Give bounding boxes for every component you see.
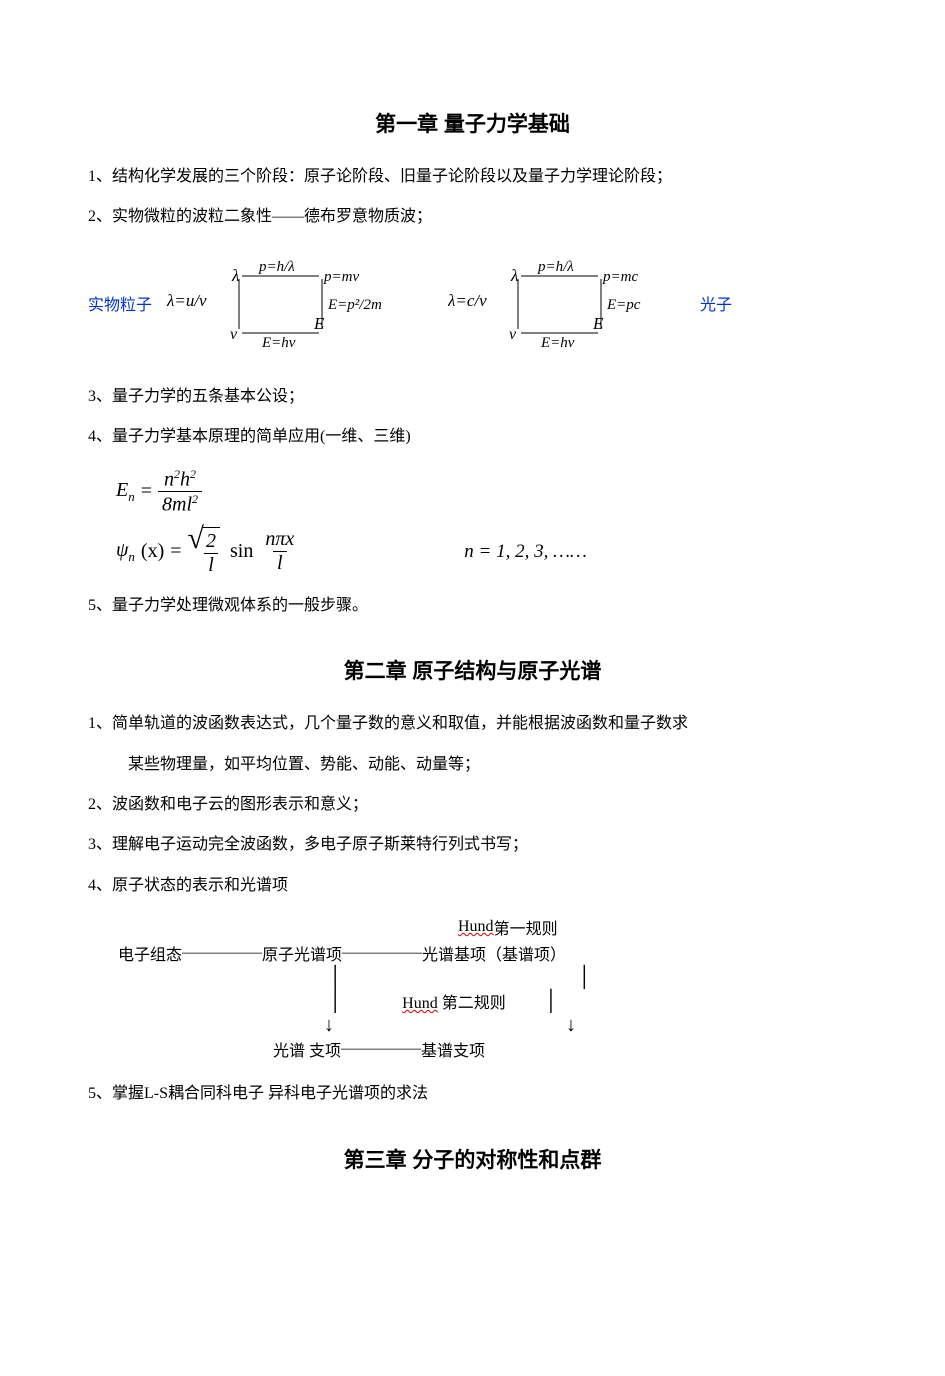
- svg-text:p=h/λ: p=h/λ: [258, 259, 295, 275]
- ch2-item1b: 某些物理量，如平均位置、势能、动能、动量等；: [128, 750, 857, 780]
- page-content: 第一章 量子力学基础 1、结构化学发展的三个阶段：原子论阶段、旧量子论阶段以及量…: [0, 0, 945, 1238]
- eq2-lhs: ψ: [116, 539, 128, 561]
- ch2-item2: 2、波函数和电子云的图形表示和意义；: [88, 790, 857, 820]
- ch1-item1: 1、结构化学发展的三个阶段：原子论阶段、旧量子论阶段以及量子力学理论阶段；: [88, 162, 857, 192]
- hund-rule-2-suffix: 第二规则: [438, 995, 506, 1012]
- svg-text:p=mv: p=mv: [323, 269, 359, 285]
- flow-dash-2: —————: [342, 944, 422, 962]
- energy-equation: En = n2h2 8ml2 ψn (x) = √ 2 l sin: [116, 467, 857, 577]
- eq2-root-den: l: [208, 554, 214, 576]
- svg-text:E=hν: E=hν: [261, 335, 296, 351]
- hund-rule-1-prefix: Hund: [458, 918, 494, 936]
- hund-rule-1-suffix: 第一规则: [494, 915, 558, 939]
- flow-node-sublevel: 光谱 支项: [273, 1037, 341, 1061]
- wave-particle-diagram-row: 实物粒子 λ=u/ν λ p=h/λ p=mv E=p²/2m ν: [88, 251, 857, 356]
- box-diagram-particle: λ=u/ν λ p=h/λ p=mv E=p²/2m ν E=hν: [164, 251, 394, 356]
- svg-text:ν: ν: [509, 326, 517, 343]
- ch1-item2: 2、实物微粒的波粒二象性——德布罗意物质波；: [88, 202, 857, 232]
- arrow-down-icon: │: [328, 967, 342, 987]
- flow-node-term: 原子光谱项: [262, 941, 342, 965]
- svg-text:ν: ν: [230, 326, 238, 343]
- ch2-item3: 3、理解电子运动完全波函数，多电子原子斯莱特行列式书写；: [88, 830, 857, 860]
- ch1-item4: 4、量子力学基本原理的简单应用(一维、三维): [88, 422, 857, 452]
- chapter2-title: 第二章 原子结构与原子光谱: [88, 655, 857, 685]
- ch2-item4: 4、原子状态的表示和光谱项: [88, 871, 857, 901]
- svg-text:E=hν: E=hν: [540, 335, 575, 351]
- ch1-item5: 5、量子力学处理微观体系的一般步骤。: [88, 591, 857, 621]
- flow-node-ground: 光谱基项（基谱项）: [422, 941, 566, 965]
- arrowhead-icon: ↓: [324, 1015, 334, 1035]
- ch1-item3: 3、量子力学的五条基本公设；: [88, 382, 857, 412]
- flow-dash-1: —————: [182, 944, 262, 962]
- svg-text:E: E: [313, 314, 325, 333]
- svg-text:λ: λ: [510, 266, 518, 285]
- label-photon: 光子: [700, 291, 732, 315]
- box1-left-eq: λ=u/ν: [166, 291, 207, 310]
- eq2-sin: sin: [230, 540, 253, 563]
- flow-dash-3: —————: [341, 1040, 421, 1058]
- svg-text:E: E: [592, 314, 604, 333]
- box-diagram-photon: λ=c/ν λ p=h/λ p=mc E=pc ν E=hν E: [448, 251, 668, 356]
- svg-text:E=pc: E=pc: [606, 297, 641, 313]
- chapter1-title: 第一章 量子力学基础: [88, 108, 857, 138]
- chapter3-title: 第三章 分子的对称性和点群: [88, 1144, 857, 1174]
- label-real-particle: 实物粒子: [88, 291, 152, 315]
- hund-rule-2-prefix: Hund: [402, 995, 438, 1012]
- eq1-sub: n: [128, 489, 135, 504]
- eq2-root-num: 2: [202, 530, 220, 553]
- ch2-item1: 1、简单轨道的波函数表达式，几个量子数的意义和取值，并能根据波函数和量子数求: [88, 709, 857, 739]
- svg-text:λ=c/ν: λ=c/ν: [448, 291, 487, 310]
- spectral-term-flowchart: Hund 第一规则 电子组态 ————— 原子光谱项 ————— 光谱基项（基谱…: [118, 915, 857, 1061]
- arrow-down-icon-2: │: [577, 967, 591, 987]
- svg-text:p=h/λ: p=h/λ: [537, 259, 574, 275]
- eq-condition: n = 1, 2, 3, ……: [464, 541, 587, 563]
- arrowhead-icon-2: ↓: [566, 1015, 576, 1035]
- svg-text:E=p²/2m: E=p²/2m: [327, 297, 382, 313]
- svg-text:p=mc: p=mc: [602, 269, 638, 285]
- ch2-item5: 5、掌握L-S耦合同科电子 异科电子光谱项的求法: [88, 1079, 857, 1109]
- arrow-down-icon: │: [328, 991, 342, 1011]
- arrow-down-icon-2: │: [544, 991, 558, 1011]
- eq1-lhs: E: [116, 479, 128, 501]
- eq2-sub: n: [128, 549, 135, 564]
- svg-text:λ: λ: [231, 266, 239, 285]
- flow-node-config: 电子组态: [118, 941, 182, 965]
- flow-node-ground-sub: 基谱支项: [421, 1037, 485, 1061]
- eq2-arg: (x): [141, 540, 164, 563]
